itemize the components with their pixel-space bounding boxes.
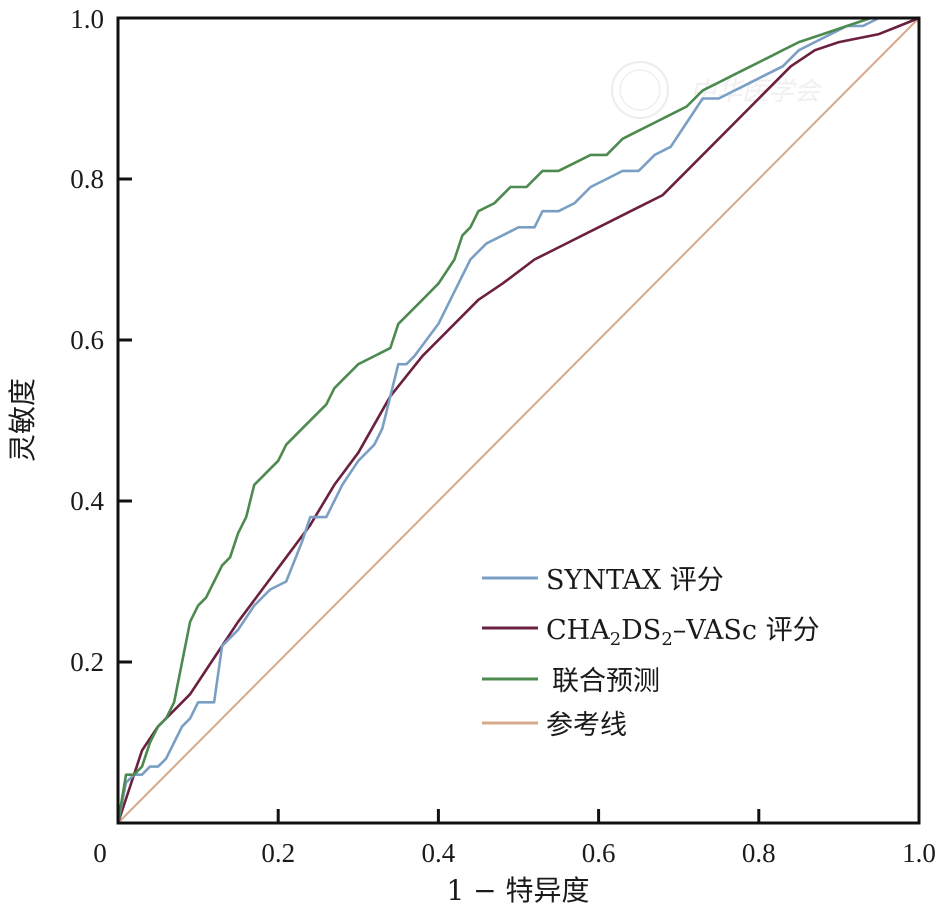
tick-layer: 0 0.2 0.4 0.6 0.8 1.0 0.2 0.4 0.6 0.8 1.0 [70,4,936,868]
watermark: 中华医学会 [611,61,823,119]
y-tick-label: 0.6 [70,325,104,355]
y-axis-title: 灵敏度 [6,378,39,462]
x-tick-label: 0.4 [422,838,456,868]
legend-label-cha2ds2vasc: CHA2DS2–VASc 评分 [546,615,820,650]
x-tick-label: 0 [93,838,107,868]
series-line-syntax [116,16,919,824]
y-tick-label: 0.4 [70,486,104,516]
x-tick-label: 0.2 [261,838,295,868]
x-tick-label: 0.8 [742,838,776,868]
x-tick-label: 1.0 [902,838,936,868]
legend: SYNTAX 评分 CHA2DS2–VASc 评分 联合预测 参考线 [482,565,820,741]
legend-label-syntax: SYNTAX 评分 [546,565,724,596]
y-tick-label: 0.2 [70,647,104,677]
y-tick-label: 1.0 [70,4,104,34]
series-layer [116,16,920,824]
y-tick-label: 0.8 [70,164,104,194]
series-line-combined [116,16,919,824]
plot-frame [116,16,921,825]
series-line-cha2ds2vasc [116,16,920,824]
x-axis-title: 1 − 特异度 [446,874,589,907]
legend-label-combined: 联合预测 [552,666,660,697]
x-tick-label: 0.6 [582,838,616,868]
legend-label-reference: 参考线 [546,710,627,741]
series-line-reference [117,17,920,824]
